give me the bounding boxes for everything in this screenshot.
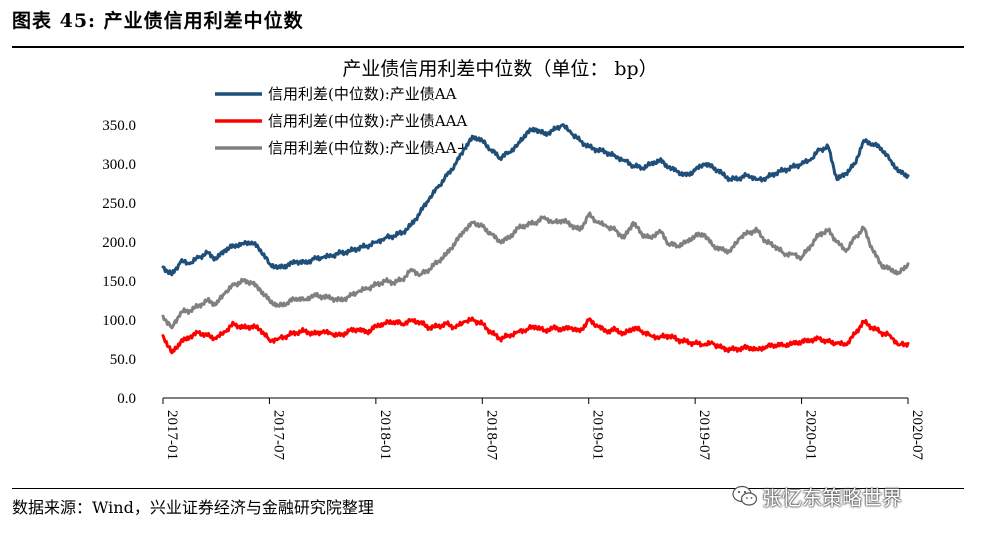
watermark: 张忆东策略世界 — [762, 486, 902, 510]
x-axis: 2017-01 2017-07 2018-01 2018-07 2019-01 2019-… — [162, 397, 925, 460]
series-line — [161, 316, 910, 355]
legend-label: 信用利差(中位数):产业债AA — [268, 85, 457, 103]
x-tick-label: 2019-07 — [696, 410, 712, 460]
y-tick-label: 0.0 — [117, 391, 136, 407]
y-tick-label: 300.0 — [102, 157, 136, 173]
x-tick-label: 2020-07 — [909, 410, 925, 460]
series-line — [161, 211, 910, 330]
series-group — [161, 123, 910, 355]
figure-title: 图表 45: 产业债信用利差中位数 — [12, 10, 304, 32]
chart-title: 产业债信用利差中位数（单位： bp） — [342, 58, 657, 80]
bottom-rule — [12, 488, 964, 489]
y-tick-label: 200.0 — [102, 235, 136, 251]
y-tick-label: 50.0 — [110, 352, 136, 368]
x-tick-label: 2018-07 — [483, 410, 499, 460]
x-tick-label: 2018-01 — [377, 410, 393, 460]
x-tick-label: 2020-01 — [803, 410, 819, 460]
legend-label: 信用利差(中位数):产业债AAA — [268, 112, 467, 130]
x-tick-label: 2019-01 — [590, 410, 606, 460]
legend: 信用利差(中位数):产业债AA 信用利差(中位数):产业债AAA 信用利差(中位数)… — [215, 85, 469, 157]
y-tick-label: 150.0 — [102, 274, 136, 290]
y-axis: 0.0 50.0 100.0 150.0 200.0 250.0 300.0 350.0 — [102, 118, 136, 407]
wechat-icon — [732, 485, 758, 506]
top-rule — [12, 46, 964, 48]
y-tick-label: 100.0 — [102, 313, 136, 329]
x-tick-label: 2017-01 — [164, 410, 180, 460]
source-note: 数据来源：Wind，兴业证券经济与金融研究院整理 — [12, 498, 374, 517]
x-tick-label: 2017-07 — [270, 410, 286, 460]
y-tick-label: 250.0 — [102, 196, 136, 212]
y-tick-label: 350.0 — [102, 118, 136, 134]
legend-label: 信用利差(中位数):产业债AA+ — [268, 139, 469, 157]
series-line — [161, 123, 910, 277]
